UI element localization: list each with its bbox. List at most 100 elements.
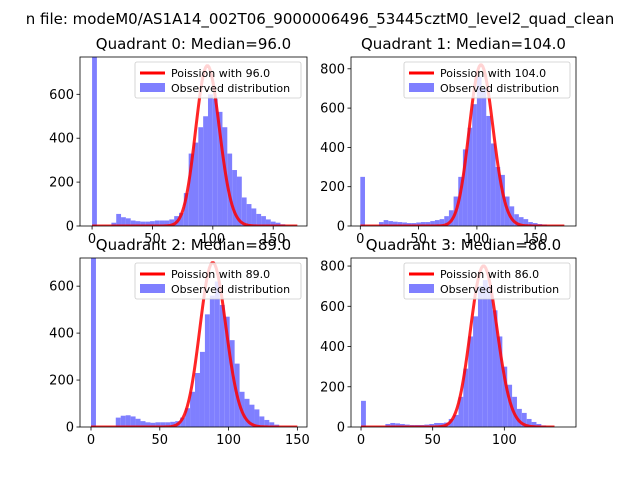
histogram-bar	[458, 176, 463, 226]
histogram-bar	[219, 304, 225, 427]
histogram-bar	[518, 217, 524, 226]
histogram-bar	[251, 208, 257, 226]
histogram-bar	[482, 280, 488, 427]
legend-frame	[403, 262, 571, 300]
histogram-bar	[516, 408, 522, 427]
histogram-bar	[497, 336, 503, 427]
histogram-bar	[521, 412, 527, 427]
chart-panel-0: 0 50 100 150 0 200 400 600 Quadrant 0: Median=96…	[49, 35, 308, 247]
plot-area	[360, 264, 555, 427]
x-tick-label: 100	[492, 433, 517, 448]
histogram-bar	[531, 421, 537, 427]
histogram-bar	[120, 415, 126, 427]
chart-panel-2: 0 50 100 150 0 200 400 600 Quadrant 2: Median=89…	[49, 236, 310, 448]
x-tick-label: 50	[152, 433, 169, 448]
histogram-bar	[523, 219, 529, 226]
histogram-bar	[385, 423, 391, 427]
y-tick-label: 400	[49, 327, 74, 342]
poisson-curve	[360, 264, 555, 427]
histogram-bar	[514, 214, 519, 226]
y-tick-label: 200	[320, 180, 345, 195]
histogram-bar	[244, 398, 250, 427]
y-tick-label: 600	[49, 88, 74, 103]
histogram-bar	[140, 221, 146, 226]
x-tick-label: 0	[87, 433, 95, 448]
y-tick-label: 600	[320, 102, 345, 117]
histogram-bar	[188, 153, 194, 226]
histogram-bar	[453, 414, 459, 427]
y-tick-label: 600	[49, 280, 74, 295]
x-tick-label: 50	[424, 433, 441, 448]
histogram-bar	[430, 221, 435, 226]
histogram-bar	[209, 295, 215, 427]
histogram-bar	[481, 88, 487, 226]
histogram-bar	[383, 220, 389, 226]
histogram-bar	[388, 221, 393, 226]
histogram-bar	[150, 221, 155, 226]
histogram-bar	[502, 366, 508, 427]
histogram-bar	[463, 368, 469, 427]
histogram-bar	[246, 204, 252, 226]
histogram-bar	[468, 336, 474, 427]
histogram-bar	[207, 94, 213, 226]
histogram-bar	[528, 222, 533, 226]
figure-suptitle: n file: modeM0/AS1A14_002T06_9000006496_…	[25, 10, 615, 28]
legend-observed-label: Observed distribution	[440, 82, 559, 95]
histogram-bar	[495, 167, 501, 226]
histogram-bar	[467, 127, 473, 226]
legend: Poission with 104.0 Observed distribution	[403, 61, 571, 99]
histogram-bar	[185, 408, 191, 427]
y-tick-label: 400	[49, 132, 74, 147]
histogram-bar	[397, 222, 403, 226]
legend-observed-label: Observed distribution	[171, 283, 290, 296]
legend-observed-swatch	[140, 284, 165, 293]
histogram-bar	[170, 421, 176, 427]
histogram-bar	[439, 219, 445, 226]
histogram-bar	[183, 193, 189, 226]
histogram-bar	[360, 176, 365, 226]
legend-poisson-label: Poission with 86.0	[440, 268, 539, 281]
histogram-bar	[145, 422, 151, 427]
y-tick-label: 0	[66, 220, 74, 235]
histogram-bar	[269, 422, 275, 427]
y-tick-label: 200	[320, 380, 345, 395]
histogram-bar	[155, 422, 161, 427]
histogram-bar	[402, 222, 407, 226]
histogram-bar	[169, 219, 175, 226]
legend-observed-label: Observed distribution	[171, 82, 290, 95]
histogram-bar	[214, 281, 220, 427]
histogram-bar	[160, 422, 166, 427]
histogram-bar	[462, 149, 468, 226]
histogram-bar	[472, 104, 477, 226]
legend-poisson-label: Poission with 89.0	[171, 268, 270, 281]
histogram-bar	[458, 396, 464, 427]
histogram-bar	[203, 116, 208, 226]
legend-poisson-label: Poission with 104.0	[440, 67, 546, 80]
histogram-bar	[193, 142, 199, 226]
histogram-bar	[204, 314, 210, 427]
histogram-bar	[526, 418, 532, 427]
legend-frame	[134, 61, 302, 99]
legend-observed-swatch	[409, 284, 434, 293]
histogram-bar	[91, 258, 96, 427]
histogram-bar	[378, 222, 384, 226]
histogram-bar	[400, 423, 405, 427]
histogram-bar	[477, 286, 483, 427]
y-tick-label: 600	[320, 300, 345, 315]
histogram-bar	[259, 416, 265, 427]
histogram-bar	[486, 115, 491, 226]
histogram-bar	[500, 174, 505, 226]
x-tick-label: 100	[200, 232, 225, 247]
plot-area	[90, 258, 298, 427]
legend: Poission with 96.0 Observed distribution	[134, 61, 302, 99]
histogram-bar	[434, 422, 439, 427]
x-tick-label: 100	[464, 232, 489, 247]
y-tick-label: 800	[320, 260, 345, 275]
x-tick-label: 50	[410, 232, 427, 247]
y-tick-label: 400	[320, 340, 345, 355]
histogram-bar	[434, 220, 440, 226]
y-tick-label: 400	[320, 141, 345, 156]
histogram-bar	[115, 417, 121, 427]
x-tick-label: 0	[356, 232, 364, 247]
y-tick-label: 0	[66, 421, 74, 436]
